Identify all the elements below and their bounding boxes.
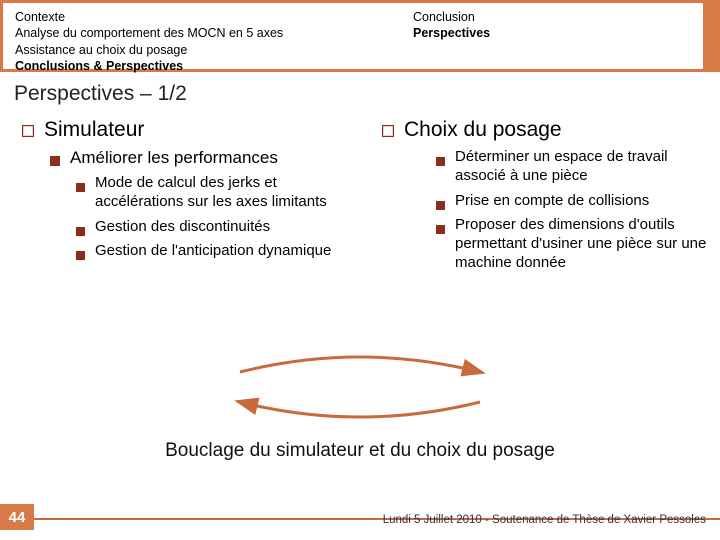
section-title: Perspectives – 1/2 xyxy=(14,82,187,106)
bullet-icon xyxy=(436,221,445,230)
bullet-text: Simulateur xyxy=(44,118,144,142)
bullet-icon xyxy=(436,153,445,162)
header-left-column: ContexteAnalyse du comportement des MOCN… xyxy=(3,3,383,69)
header-item: Conclusions & Perspectives xyxy=(15,58,373,74)
header-content: ContexteAnalyse du comportement des MOCN… xyxy=(3,3,703,69)
bullet-text: Choix du posage xyxy=(404,118,562,142)
bullet-b3: Déterminer un espace de travail associé … xyxy=(436,148,708,186)
bullet-text: Prise en compte de collisions xyxy=(455,192,649,211)
bullet-text: Gestion de l'anticipation dynamique xyxy=(95,242,331,261)
bullet-icon xyxy=(436,197,445,206)
bottom-caption: Bouclage du simulateur et du choix du po… xyxy=(0,440,720,462)
bullet-icon xyxy=(50,153,60,163)
bullet-text: Proposer des dimensions d'outils permett… xyxy=(455,216,708,272)
footer-text: Lundi 5 Juillet 2010 - Soutenance de Thè… xyxy=(383,514,706,526)
page-number: 44 xyxy=(0,504,34,530)
header-right-column: ConclusionPerspectives xyxy=(383,3,703,69)
slide: ContexteAnalyse du comportement des MOCN… xyxy=(0,0,720,540)
bullet-b3: Prise en compte de collisions xyxy=(436,192,708,211)
header-item: Assistance au choix du posage xyxy=(15,42,373,58)
header-item: Perspectives xyxy=(413,25,693,41)
bullet-b3: Proposer des dimensions d'outils permett… xyxy=(436,216,708,272)
bullet-b3: Gestion des discontinuités xyxy=(76,218,348,237)
bullet-b2: Améliorer les performances xyxy=(50,148,348,168)
header-item: Contexte xyxy=(15,9,373,25)
bullet-icon xyxy=(76,247,85,256)
bullet-b1: Simulateur xyxy=(22,118,348,142)
bullet-text: Gestion des discontinuités xyxy=(95,218,270,237)
header-item: Analyse du comportement des MOCN en 5 ax… xyxy=(15,25,373,41)
bullet-text: Améliorer les performances xyxy=(70,148,278,168)
right-column: Choix du posage Déterminer un espace de t… xyxy=(360,118,720,279)
bullet-icon xyxy=(22,124,34,136)
bullet-b1: Choix du posage xyxy=(382,118,708,142)
bullet-icon xyxy=(76,223,85,232)
bullet-b3: Gestion de l'anticipation dynamique xyxy=(76,242,348,261)
bullet-text: Déterminer un espace de travail associé … xyxy=(455,148,708,186)
bullet-icon xyxy=(382,124,394,136)
bullet-text: Mode de calcul des jerks et accélération… xyxy=(95,174,348,212)
header-bar: ContexteAnalyse du comportement des MOCN… xyxy=(0,0,720,72)
left-column: Simulateur Améliorer les performances Mode… xyxy=(0,118,360,279)
content-area: Simulateur Améliorer les performances Mode… xyxy=(0,118,720,279)
cycle-arrows-icon xyxy=(180,350,540,430)
bullet-icon xyxy=(76,179,85,188)
bullet-b3: Mode de calcul des jerks et accélération… xyxy=(76,174,348,212)
header-item: Conclusion xyxy=(413,9,693,25)
